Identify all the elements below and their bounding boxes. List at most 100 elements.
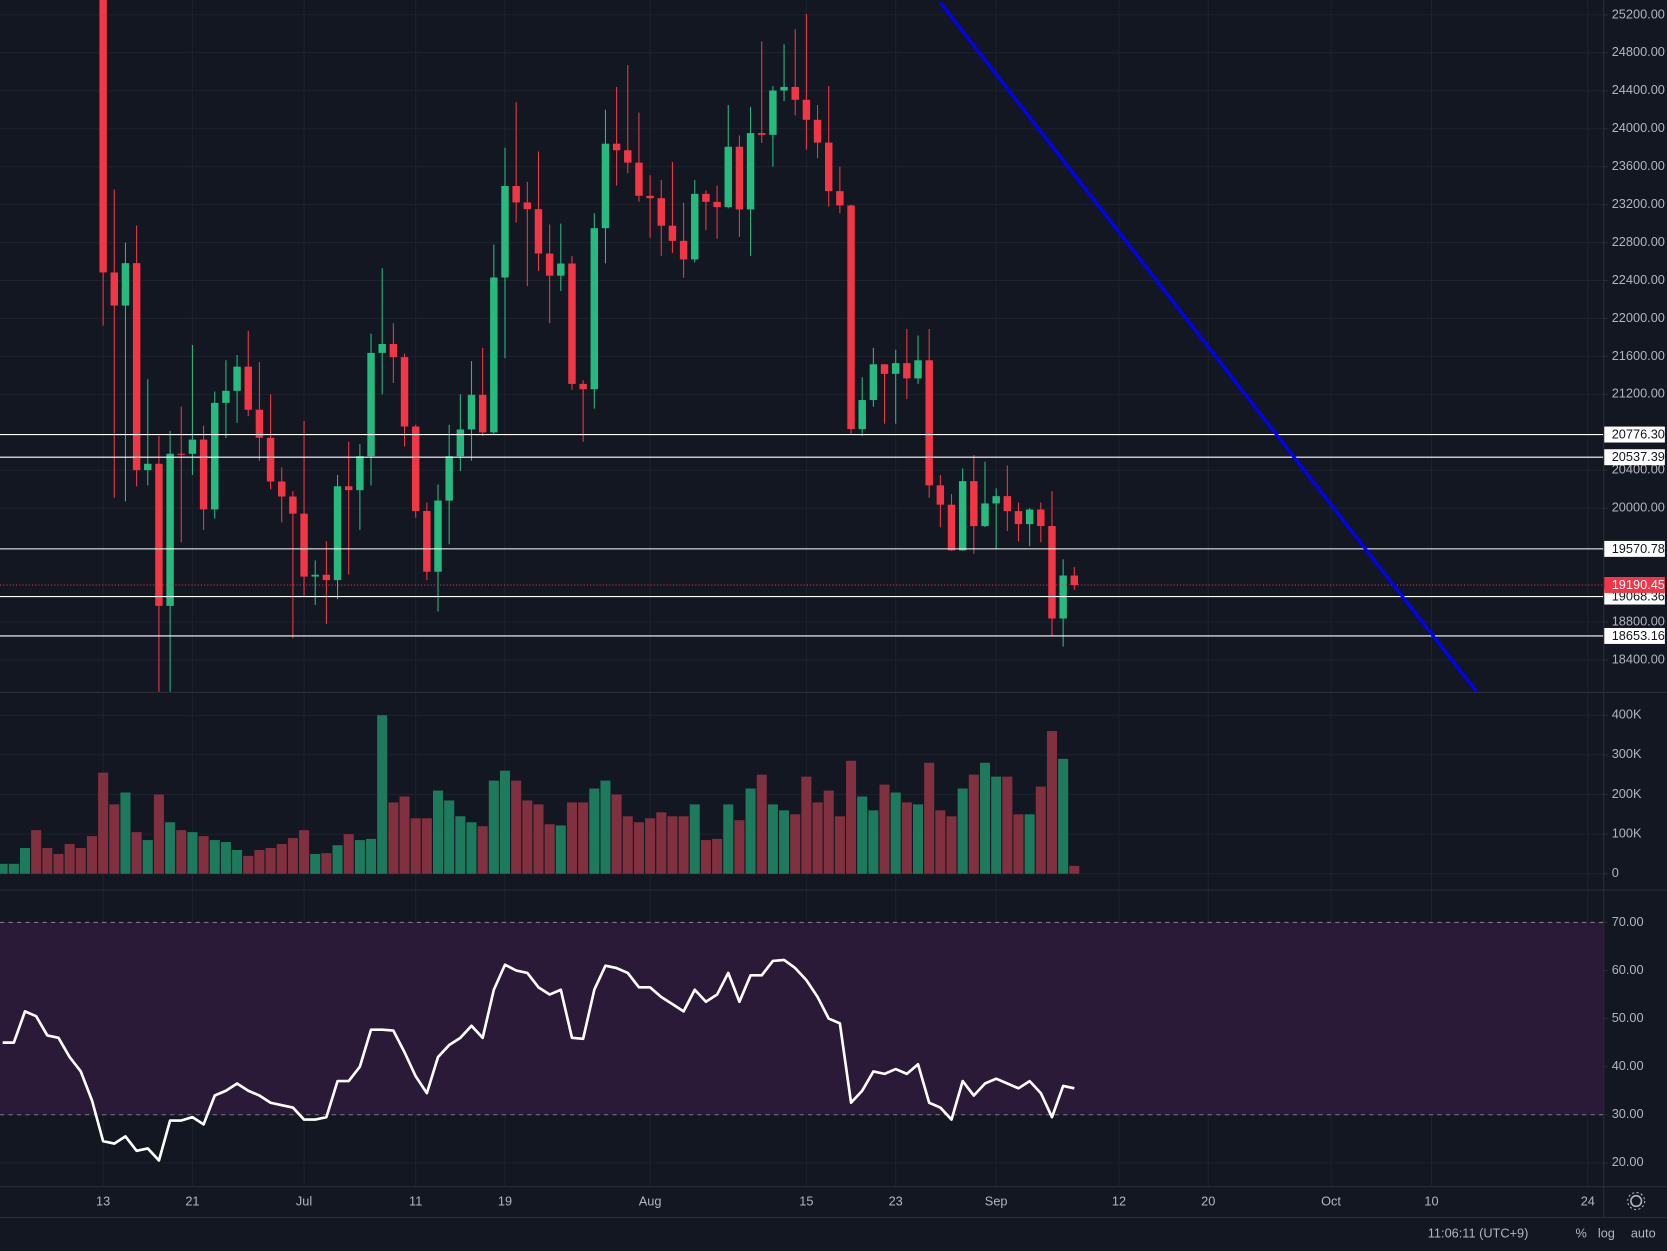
volume-bar — [8, 863, 19, 874]
volume-bar — [254, 849, 265, 874]
volume-bar — [187, 832, 198, 874]
candle-body — [1070, 575, 1079, 586]
candle-body — [802, 99, 811, 120]
last-price-box — [1604, 577, 1665, 593]
gear-teeth[interactable] — [1627, 1192, 1646, 1211]
candle-body — [847, 205, 855, 430]
candle-body — [635, 162, 643, 196]
x-tick-label: Jul — [296, 1193, 312, 1208]
candle-body — [557, 263, 565, 276]
candle-body — [813, 119, 822, 143]
candle-body — [1037, 509, 1045, 527]
y-tick-label: 60.00 — [1612, 962, 1644, 977]
candle-body — [110, 272, 119, 306]
volume-bar — [544, 824, 555, 874]
candle-body — [914, 360, 922, 379]
volume-bar — [42, 847, 53, 874]
y-tick-label: 18400.00 — [1612, 651, 1665, 666]
volume-bar — [555, 825, 566, 874]
volume-bar — [243, 855, 254, 874]
volume-bar — [354, 840, 365, 874]
volume-bar — [979, 762, 991, 874]
candle-body — [289, 496, 297, 514]
log-button[interactable]: log — [1598, 1225, 1615, 1240]
candle-body — [233, 366, 241, 391]
volume-bar — [176, 830, 187, 874]
volume-bar — [421, 818, 432, 874]
candle-body — [735, 146, 744, 210]
x-tick-label: 12 — [1112, 1193, 1126, 1208]
volume-bar — [745, 788, 756, 874]
y-tick-label: 20.00 — [1612, 1154, 1644, 1169]
candle-body — [211, 402, 219, 510]
candle-body — [958, 481, 967, 551]
candle-body — [434, 500, 442, 572]
volume-bar — [399, 796, 410, 874]
candle-body — [981, 503, 989, 527]
volume-bar — [566, 802, 577, 874]
rsi-pane — [0, 921, 1604, 1162]
volume-bar — [321, 853, 332, 874]
candle-body — [423, 511, 431, 572]
y-tick-label: 22800.00 — [1612, 234, 1665, 249]
candle-body — [1025, 509, 1034, 525]
candle-body — [869, 364, 878, 401]
volume-bar — [377, 715, 388, 874]
volume-bar — [131, 832, 142, 874]
volume-bar — [109, 804, 120, 874]
candle-body — [411, 426, 420, 512]
candle-body — [244, 366, 252, 410]
volume-bar — [153, 794, 164, 874]
x-tick-label: 15 — [799, 1193, 813, 1208]
percent-button[interactable]: % — [1576, 1225, 1587, 1240]
volume-bar — [499, 770, 511, 874]
volume-bar — [611, 794, 622, 874]
y-tick-label: 24800.00 — [1612, 44, 1665, 59]
volume-bar — [477, 826, 488, 874]
volume-bar — [198, 836, 209, 874]
volume-bar — [455, 816, 466, 874]
volume-bar — [868, 810, 879, 874]
last-price-label: 19190.45 — [1612, 577, 1665, 592]
candle-body — [601, 143, 610, 229]
auto-button[interactable]: auto — [1631, 1225, 1656, 1240]
y-tick-label: 30.00 — [1612, 1106, 1644, 1121]
y-tick-label: 200K — [1612, 786, 1642, 801]
volume-bar — [667, 816, 678, 874]
y-tick-label: 21600.00 — [1612, 348, 1665, 363]
volume-bar — [846, 760, 857, 874]
candle-body — [713, 201, 721, 208]
volume-bar — [410, 818, 421, 874]
volume-bar — [299, 830, 310, 874]
volume-bar — [1013, 814, 1024, 874]
settings-icon[interactable] — [1627, 1192, 1646, 1211]
candle-body — [378, 343, 386, 353]
volume-bar — [823, 790, 834, 874]
candle-body — [1048, 526, 1056, 619]
candle-body — [568, 263, 576, 384]
volume-bar — [522, 800, 533, 874]
y-tick-label: 100K — [1612, 825, 1642, 840]
volume-bar — [600, 780, 611, 874]
level-label: 20537.39 — [1612, 449, 1665, 464]
volume-bar — [142, 840, 153, 874]
candle-body — [691, 193, 699, 260]
level-label: 20776.30 — [1612, 426, 1665, 441]
rsi-line — [2, 958, 1075, 1162]
volume-bar — [343, 834, 354, 874]
x-tick-label: 13 — [96, 1193, 110, 1208]
gear[interactable] — [1630, 1194, 1643, 1208]
volume-bar — [991, 776, 1002, 874]
candle-body — [836, 191, 844, 206]
level-label: 19570.78 — [1612, 541, 1665, 556]
candle-body — [679, 240, 688, 260]
candle-body — [947, 504, 956, 551]
candle-body — [266, 437, 275, 482]
y-tick-label: 23200.00 — [1612, 196, 1665, 211]
volume-bar — [689, 804, 700, 874]
candle-body — [478, 394, 487, 433]
volume-bar — [678, 816, 689, 874]
level-label-box — [1604, 627, 1665, 644]
candle-body — [545, 253, 554, 276]
